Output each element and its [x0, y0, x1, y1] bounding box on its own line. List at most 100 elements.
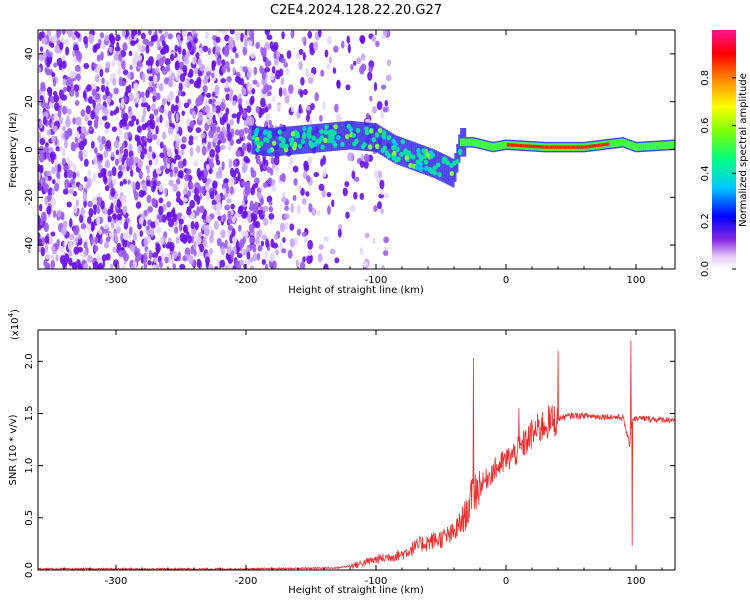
spectrogram-noise-cell	[275, 249, 279, 256]
spectrogram-ridge-peak	[575, 145, 577, 149]
spectrogram-noise-cell	[162, 131, 167, 140]
spectrogram-noise-cell	[262, 205, 269, 212]
spectrogram-noise-cell	[243, 210, 248, 218]
spectrogram-noise-cell	[163, 31, 169, 38]
spectrogram-ridge-band	[456, 143, 459, 173]
snr-frame	[37, 329, 676, 571]
spectrogram-noise-cell	[69, 71, 75, 79]
spectrogram-noise-cell	[104, 34, 109, 42]
spectrogram-noise-cell	[111, 60, 116, 68]
spectrogram-noise-cell	[232, 66, 236, 74]
colorbar-tick-label: 0.4	[700, 165, 711, 181]
spectrogram-noise-cell	[109, 263, 114, 269]
spectrogram-noise-cell	[243, 195, 247, 201]
spectrogram-noise-cell	[50, 231, 56, 237]
spectrogram-y-label: Frequency (Hz)	[8, 112, 19, 188]
spectrogram-noise-cell	[231, 227, 236, 238]
spectrogram-noise-cell	[158, 184, 164, 193]
spectrogram-noise-cell	[224, 86, 231, 93]
spectrogram-noise-cell	[94, 44, 98, 51]
spectrogram-ridge-core	[471, 138, 473, 147]
spectrogram-ridge-core	[625, 139, 627, 148]
spectrogram-noise-cell	[50, 259, 56, 269]
spectrogram-x-tick-label: -300	[105, 275, 128, 286]
spectrogram-noise-cell	[202, 236, 207, 247]
spectrogram-ridge-band	[427, 147, 430, 176]
spectrogram-noise-cell	[90, 236, 94, 247]
spectrogram-noise-cell	[227, 261, 234, 269]
spectrogram-signal-cell	[323, 137, 328, 144]
spectrogram-ridge-peak	[517, 143, 519, 148]
spectrogram-noise-cell	[96, 196, 103, 202]
spectrogram-noise-cell	[131, 56, 137, 65]
spectrogram-noise-cell	[216, 126, 221, 133]
spectrogram-noise-cell	[287, 249, 293, 259]
spectrogram-noise-cell	[168, 241, 175, 252]
spectrogram-signal-cell	[295, 130, 300, 137]
spectrogram-ridge-core	[478, 139, 480, 148]
spectrogram-noise-cell	[299, 89, 304, 98]
spectrogram-noise-cell	[180, 91, 186, 97]
spectrogram-noise-cell	[65, 46, 70, 56]
spectrogram-ridge-core	[483, 141, 485, 149]
spectrogram-noise-cell	[141, 115, 145, 123]
spectrogram-noise-cell	[130, 72, 135, 80]
spectrogram-ridge-core	[497, 142, 499, 150]
snr-x-tick-label: 100	[626, 576, 645, 587]
spectrogram-noise-cell	[268, 119, 272, 126]
spectrogram-noise-cell	[260, 240, 265, 247]
spectrogram-ridge-core	[631, 141, 633, 150]
spectrogram-noise-cell	[205, 191, 210, 200]
spectrogram-noise-cell	[153, 257, 157, 264]
spectrogram-noise-cell	[108, 232, 113, 238]
spectrogram-noise-cell	[303, 160, 309, 169]
spectrogram-noise-cell	[176, 190, 181, 198]
spectrogram-noise-cell	[149, 113, 155, 121]
spectrogram-signal-cell	[348, 126, 353, 133]
spectrogram-noise-cell	[158, 205, 164, 216]
spectrogram-ridge-core	[669, 141, 671, 149]
spectrogram-noise-cell	[268, 200, 273, 206]
spectrogram-noise-cell	[140, 91, 145, 98]
spectrogram-signal-cell	[271, 140, 277, 146]
spectrogram-noise-cell	[164, 256, 169, 264]
spectrogram-noise-cell	[93, 205, 97, 215]
spectrogram-noise-cell	[304, 68, 310, 78]
spectrogram-ridge-peak	[566, 145, 568, 149]
spectrogram-noise-cell	[72, 240, 77, 247]
spectrogram-ridge-band	[417, 143, 420, 173]
spectrogram-noise-cell	[218, 131, 225, 141]
spectrogram-noise-cell	[224, 61, 230, 69]
spectrogram-noise-cell	[257, 209, 263, 215]
spectrogram-noise-cell	[77, 234, 82, 240]
spectrogram-noise-cell	[196, 167, 201, 178]
spectrogram-noise-cell	[242, 249, 248, 256]
spectrogram-noise-cell	[187, 71, 193, 78]
colorbar-tick-label: 0.2	[700, 213, 711, 229]
spectrogram-ridge-core	[475, 139, 477, 147]
spectrogram-noise-cell	[279, 174, 285, 182]
spectrogram-ridge-peak	[510, 143, 512, 147]
spectrogram-noise-cell	[341, 40, 345, 49]
spectrogram-noise-cell	[53, 94, 60, 103]
spectrogram-noise-cell	[260, 163, 264, 172]
spectrogram-noise-cell	[181, 48, 187, 58]
spectrogram-noise-cell	[298, 48, 304, 55]
spectrogram-noise-cell	[93, 245, 99, 253]
spectrogram-noise-cell	[250, 51, 256, 59]
spectrogram-ridge-peak	[584, 145, 587, 149]
spectrogram-noise-cell	[251, 243, 257, 249]
spectrogram-noise-cell	[380, 208, 384, 214]
spectrogram-noise-cell	[289, 223, 295, 231]
spectrogram-noise-cell	[359, 247, 364, 256]
spectrogram-ridge-peak	[528, 144, 531, 148]
spectrogram-noise-cell	[302, 170, 308, 179]
spectrogram-ridge-core	[657, 141, 659, 150]
spectrogram-noise-cell	[269, 252, 276, 263]
spectrogram-noise-cell	[261, 259, 266, 266]
spectrogram-x-ticks: -300 -200 -100 0 100	[37, 30, 663, 286]
spectrogram-noise-cell	[91, 90, 98, 97]
spectrogram-noise-cell	[111, 166, 117, 177]
spectrogram-ridge-peak	[532, 144, 535, 149]
spectrogram-noise-cell	[178, 82, 183, 92]
